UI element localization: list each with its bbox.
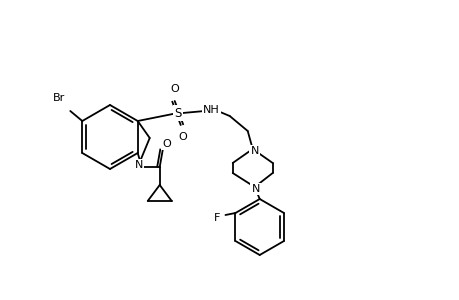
Text: NH: NH [203,105,219,115]
Text: N: N [250,146,258,156]
Text: O: O [162,139,171,149]
Text: O: O [178,132,187,142]
Text: F: F [214,213,220,223]
Text: O: O [170,84,179,94]
Text: Br: Br [53,93,65,103]
Text: N: N [134,160,143,170]
Text: S: S [174,106,181,119]
Text: N: N [251,184,259,194]
